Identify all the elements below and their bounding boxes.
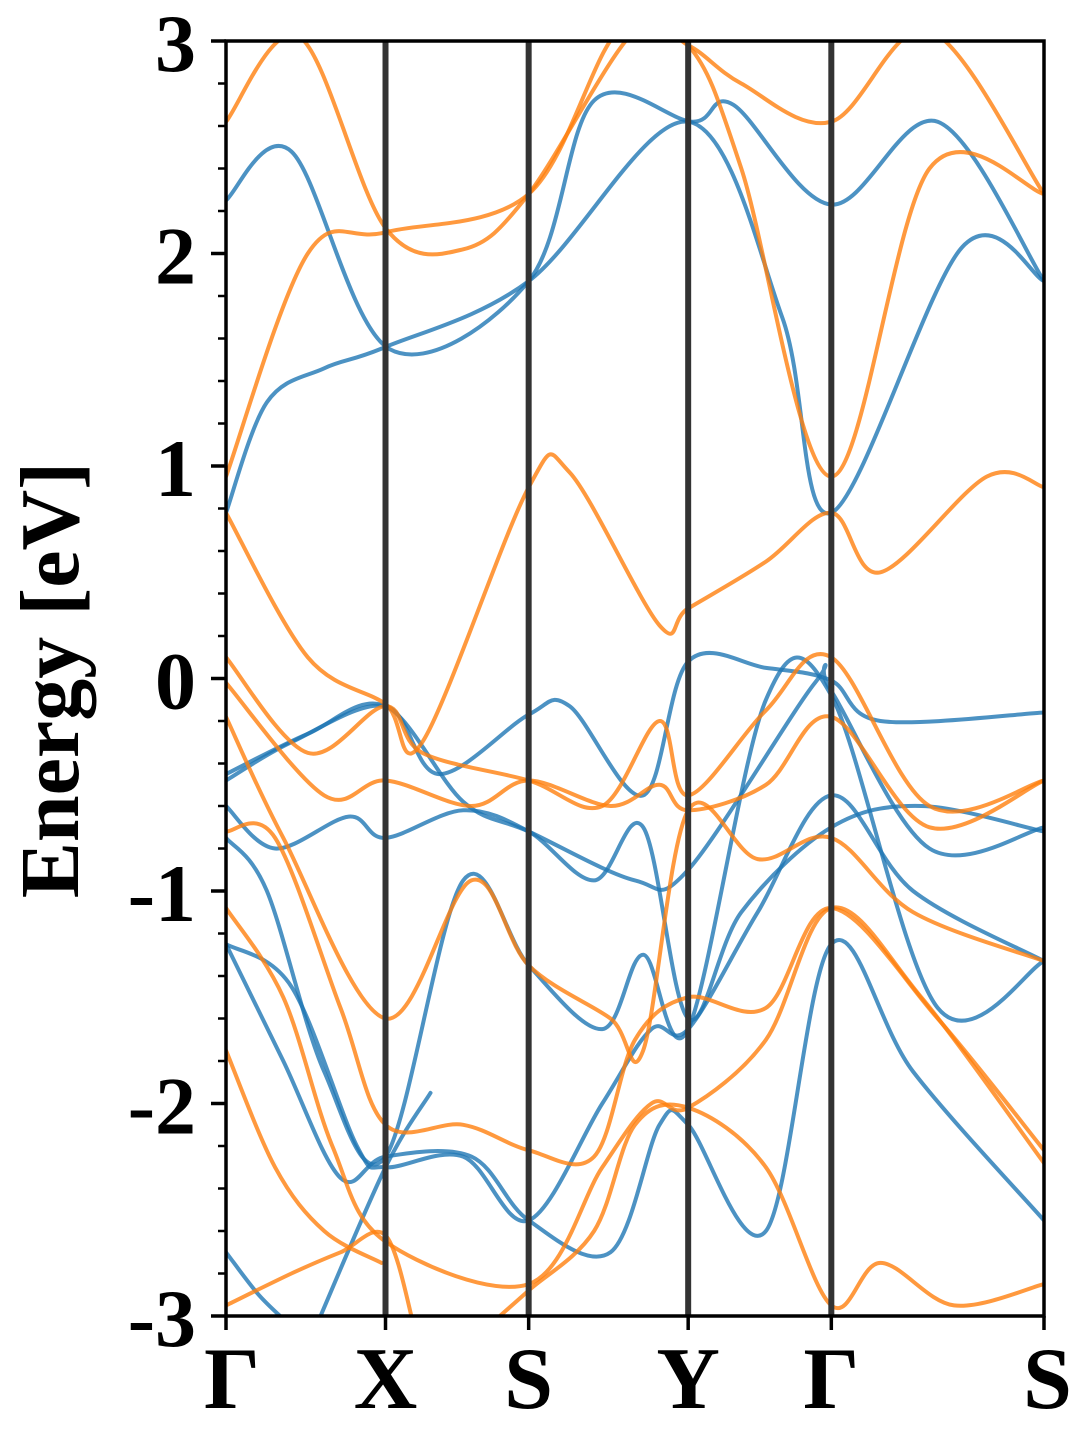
band-line-12 (226, 41, 1044, 479)
y-axis-title: Energy [eV] (4, 462, 97, 898)
kpath-lines-layer (382, 41, 835, 1316)
band-line-21 (496, 1102, 1044, 1316)
band-line-8 (226, 938, 1044, 1259)
band-line-18 (226, 905, 1044, 1289)
band-line-10 (318, 1090, 433, 1316)
band-line-6 (226, 655, 1044, 1167)
y-tick-label: 2 (155, 211, 196, 302)
band-line-17 (226, 821, 1044, 1167)
axes-layer (211, 39, 1046, 1330)
x-tick-label: Y (656, 1331, 720, 1428)
band-line-4 (226, 663, 1044, 892)
y-tick-label: 0 (155, 636, 196, 727)
bands-layer (226, 41, 1044, 1316)
band-line-5 (226, 803, 1044, 1023)
band-line-16 (226, 714, 1044, 1064)
y-tick-label: 1 (155, 423, 196, 514)
band-line-7 (226, 793, 1044, 1224)
band-line-14 (226, 652, 1044, 814)
band-line-20 (226, 1229, 414, 1316)
x-tick-label: X (354, 1331, 418, 1428)
y-axis-title-group: Energy [eV] (4, 462, 97, 898)
x-tick-label: Γ (803, 1331, 859, 1428)
band-line-3 (226, 650, 1044, 798)
x-tick-label: S (504, 1331, 553, 1428)
band-line-9 (226, 1250, 284, 1316)
band-line-11 (226, 41, 1044, 257)
y-tick-label: -2 (128, 1061, 196, 1152)
x-tick-label: S (1023, 1331, 1072, 1428)
y-tick-label: 3 (155, 0, 196, 89)
band-line-1 (226, 90, 1044, 357)
x-tick-label: Γ (204, 1331, 260, 1428)
y-tick-label: -1 (128, 848, 196, 939)
band-line-15 (226, 680, 1044, 831)
y-tick-label: -3 (128, 1273, 196, 1364)
